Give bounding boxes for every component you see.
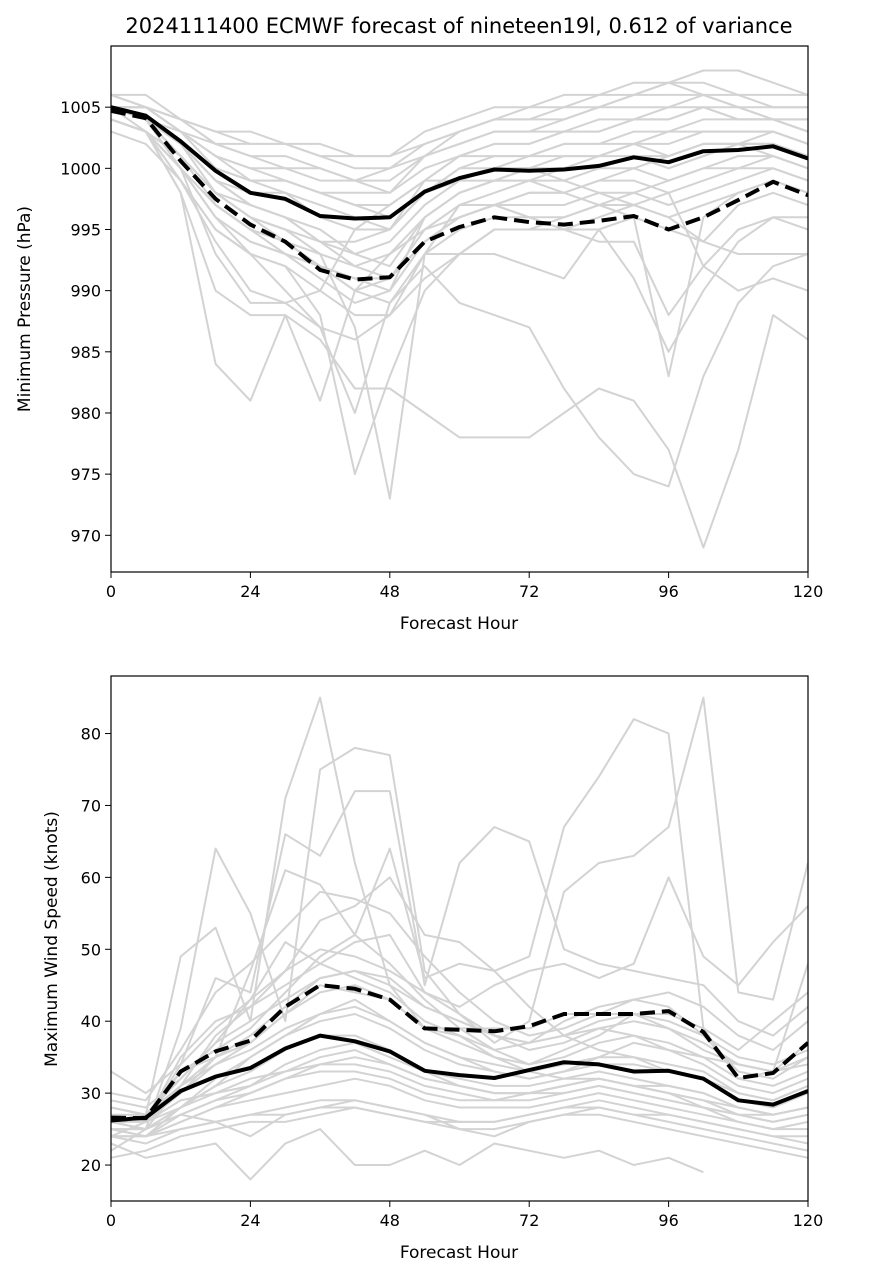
pressure-x-tick-label: 120: [793, 582, 824, 601]
wind-x-tick-label: 0: [106, 1211, 116, 1230]
pressure-x-tick-label: 0: [106, 582, 116, 601]
wind-ensemble-line-22: [111, 1070, 808, 1131]
wind-ensemble-line-15: [111, 948, 808, 1095]
wind-ensemble-line-11: [111, 1056, 808, 1138]
pressure-ensemble-line-25: [111, 106, 808, 182]
wind-dashed-line: [111, 983, 808, 1121]
pressure-panel: 2024111400 ECMWF forecast of nineteen19l…: [15, 14, 823, 634]
pressure-ensemble-line-4: [111, 106, 808, 549]
pressure-plot-frame: [110, 45, 809, 573]
pressure-y-tick-label: 980: [70, 404, 101, 423]
wind-ensemble-line-28: [111, 963, 808, 1116]
wind-ensemble-line-5: [111, 876, 808, 1138]
pressure-ensemble-line-19: [111, 118, 808, 280]
wind-ensemble-line-4: [111, 718, 808, 1116]
wind-y-axis-label: Maximum Wind Speed (knots): [42, 811, 62, 1067]
wind-y-tick-label: 60: [81, 868, 101, 887]
wind-y-tick-label: 30: [81, 1084, 101, 1103]
wind-series-group: [111, 696, 808, 1181]
pressure-series-group: [111, 69, 808, 549]
wind-ensemble-line-10: [111, 890, 808, 1102]
pressure-y-tick-label: 990: [70, 282, 101, 301]
wind-y-tick-label: 50: [81, 940, 101, 959]
wind-plot-frame: [110, 675, 809, 1202]
wind-x-tick-label: 96: [658, 1211, 678, 1230]
wind-y-tick-label: 80: [81, 725, 101, 744]
pressure-ensemble-line-27: [111, 118, 808, 268]
pressure-x-tick-label: 96: [658, 582, 678, 601]
pressure-ensemble-line-11: [111, 118, 808, 378]
pressure-y-tick-label: 995: [70, 220, 101, 239]
wind-ensemble-line-9: [111, 998, 808, 1138]
wind-ensemble-line-14: [111, 1099, 808, 1152]
wind-ensemble-line-24: [111, 1005, 808, 1116]
pressure-y-tick-label: 970: [70, 526, 101, 545]
pressure-axis-ticks: 0 24 48 72 96 120 970 975 980 985 990 995 1000 1005: [60, 98, 823, 601]
pressure-ensemble-line-22: [111, 130, 808, 317]
wind-ensemble-line-25: [111, 1049, 808, 1138]
pressure-ensemble-line-18: [111, 106, 808, 194]
pressure-ensemble-line-21: [111, 81, 808, 158]
wind-axis-ticks: 0 24 48 72 96 120 20 30 40 50 60 70 80: [81, 725, 824, 1230]
pressure-y-tick-label: 1005: [60, 98, 101, 117]
wind-y-tick-label: 20: [81, 1156, 101, 1175]
pressure-y-axis-label: Minimum Pressure (hPa): [15, 206, 35, 412]
pressure-x-tick-label: 72: [519, 582, 539, 601]
pressure-x-axis-label: Forecast Hour: [400, 614, 518, 634]
pressure-ensemble-line-28: [111, 93, 808, 170]
wind-x-tick-label: 48: [380, 1211, 400, 1230]
wind-ensemble-line-20: [111, 984, 808, 1123]
wind-x-axis-label: Forecast Hour: [400, 1243, 518, 1263]
wind-ensemble-line-27: [111, 1099, 808, 1145]
pressure-dashed-line: [111, 108, 808, 282]
pressure-ensemble-line-7: [111, 118, 808, 488]
pressure-y-tick-label: 985: [70, 343, 101, 362]
pressure-y-tick-label: 975: [70, 465, 101, 484]
wind-panel: 0 24 48 72 96 120 20 30 40 50 60 70 80 Forecast Hour…: [42, 675, 824, 1263]
wind-ensemble-line-21: [111, 1128, 704, 1181]
pressure-y-tick-label: 1000: [60, 159, 101, 178]
wind-ensemble-line-17: [111, 1077, 808, 1138]
pressure-ensemble-line-2: [111, 118, 808, 402]
wind-x-tick-label: 72: [519, 1211, 539, 1230]
pressure-ensemble-line-24: [111, 118, 808, 353]
pressure-solid-mean-line: [111, 105, 808, 221]
wind-y-tick-label: 40: [81, 1012, 101, 1031]
wind-y-tick-label: 70: [81, 796, 101, 815]
wind-solid-mean-line: [111, 1033, 808, 1123]
pressure-x-tick-label: 48: [380, 582, 400, 601]
pressure-ensemble-line-26: [111, 106, 808, 280]
wind-x-tick-label: 24: [240, 1211, 260, 1230]
pressure-x-tick-label: 24: [240, 582, 260, 601]
wind-x-tick-label: 120: [793, 1211, 824, 1230]
chart-title: 2024111400 ECMWF forecast of nineteen19l…: [125, 14, 792, 38]
